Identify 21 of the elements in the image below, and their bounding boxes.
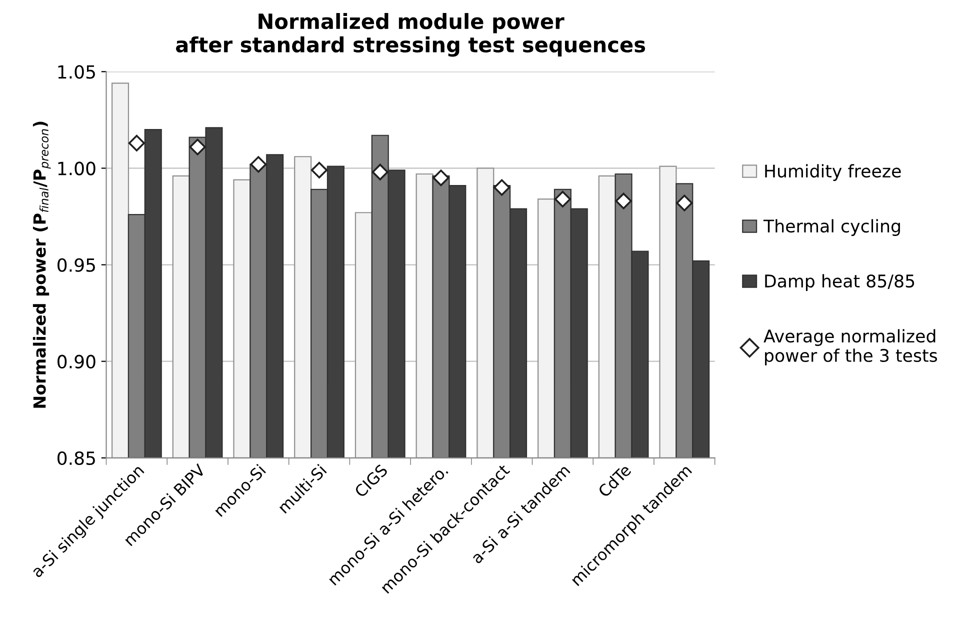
point <box>554 190 571 208</box>
legend-label: Humidity freeze <box>765 164 901 181</box>
chart-title: Normalized module power after standard stressing test sequences <box>176 13 646 57</box>
y-tick-label: 0.90 <box>58 354 96 368</box>
point <box>615 192 632 210</box>
point <box>310 162 328 178</box>
y-tick-label: 1.00 <box>58 162 96 176</box>
y-axis-title: Normalized power (P$_{final}$/P$_{precon}$) <box>32 122 51 408</box>
point <box>432 170 450 186</box>
y-tick-label: 0.85 <box>58 451 95 466</box>
point <box>372 164 388 180</box>
y-tick-label: 0.95 <box>58 258 95 272</box>
legend-label: Damp heat 85/85 <box>765 274 914 291</box>
point <box>676 194 693 212</box>
point <box>189 138 206 156</box>
point <box>128 134 145 152</box>
legend-label: Thermal cycling <box>763 219 900 236</box>
point <box>494 179 510 196</box>
point <box>250 156 267 173</box>
y-tick-label: 1.05 <box>58 65 95 79</box>
legend-label: Average normalized power of the 3 tests <box>764 329 938 366</box>
